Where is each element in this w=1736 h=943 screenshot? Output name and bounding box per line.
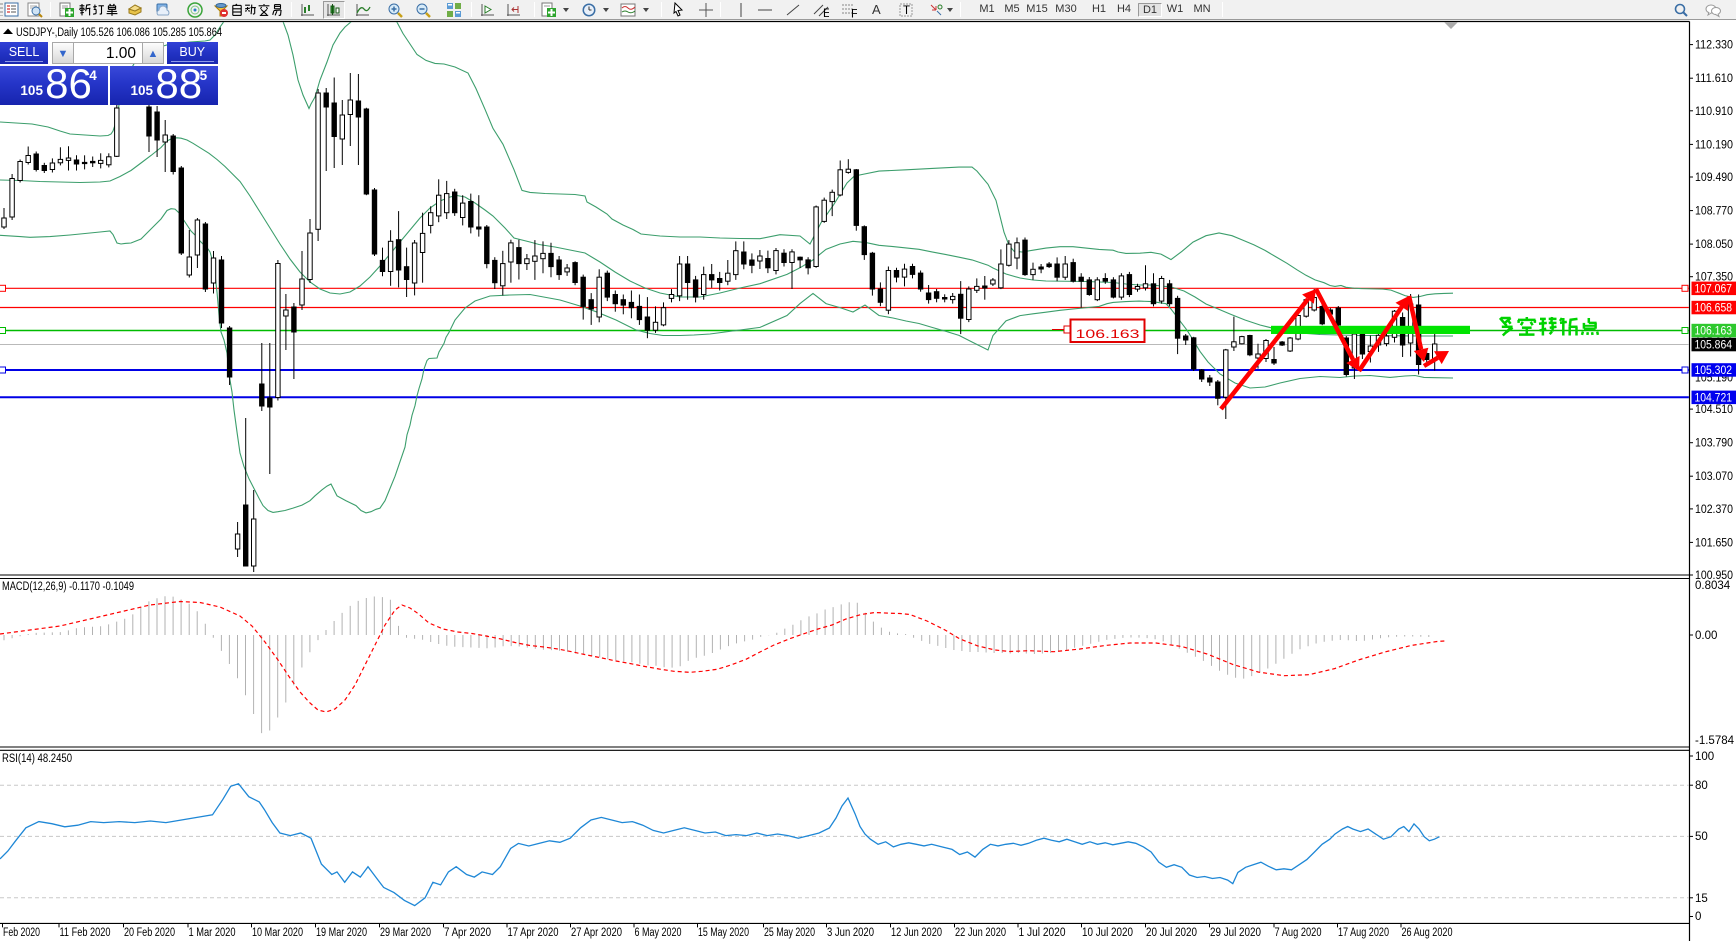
svg-text:10 Mar 2020: 10 Mar 2020 (252, 927, 303, 939)
svg-text:108.770: 108.770 (1695, 206, 1733, 218)
svg-text:USDJPY-,Daily 105.526 106.086: USDJPY-,Daily 105.526 106.086 105.285 10… (16, 27, 222, 39)
svg-text:F: F (851, 9, 857, 19)
svg-text:104.510: 104.510 (1695, 404, 1733, 416)
svg-text:6 May 2020: 6 May 2020 (635, 927, 682, 939)
svg-text:27 Apr 2020: 27 Apr 2020 (571, 927, 622, 939)
svg-text:15: 15 (1695, 893, 1708, 905)
svg-text:3 Jun 2020: 3 Jun 2020 (827, 927, 874, 939)
svg-text:110.190: 110.190 (1695, 139, 1733, 151)
svg-text:0: 0 (1695, 911, 1701, 923)
svg-text:25 May 2020: 25 May 2020 (764, 927, 815, 939)
svg-text:106.163: 106.163 (1076, 329, 1140, 341)
svg-text:111.610: 111.610 (1695, 73, 1733, 85)
svg-text:11 Feb 2020: 11 Feb 2020 (60, 927, 111, 939)
svg-text:12 Jun 2020: 12 Jun 2020 (891, 927, 942, 939)
svg-text:20 Jul 2020: 20 Jul 2020 (1146, 927, 1197, 939)
svg-text:105.864: 105.864 (1695, 340, 1733, 352)
svg-text:1 Jul 2020: 1 Jul 2020 (1019, 927, 1066, 939)
svg-text:10 Jul 2020: 10 Jul 2020 (1082, 927, 1133, 939)
svg-text:100: 100 (1695, 751, 1714, 763)
svg-text:104.721: 104.721 (1695, 393, 1733, 405)
svg-text:22 Jun 2020: 22 Jun 2020 (955, 927, 1006, 939)
svg-text:103.790: 103.790 (1695, 438, 1733, 450)
svg-text:102.370: 102.370 (1695, 504, 1733, 516)
svg-text:T: T (903, 5, 910, 17)
svg-text:105.302: 105.302 (1695, 365, 1733, 377)
svg-text:106.163: 106.163 (1695, 326, 1733, 338)
svg-text:7 Apr 2020: 7 Apr 2020 (444, 927, 491, 939)
svg-text:112.330: 112.330 (1695, 40, 1733, 52)
svg-text:80: 80 (1695, 780, 1708, 792)
svg-text:103.070: 103.070 (1695, 471, 1733, 483)
svg-text:17 Aug 2020: 17 Aug 2020 (1338, 927, 1389, 939)
svg-text:26 Aug 2020: 26 Aug 2020 (1402, 927, 1453, 939)
svg-text:106.658: 106.658 (1695, 303, 1733, 315)
svg-text:0.8034: 0.8034 (1695, 580, 1731, 592)
svg-text:17 Apr 2020: 17 Apr 2020 (508, 927, 559, 939)
svg-text:MACD(12,26,9) -0.1170 -0.1049: MACD(12,26,9) -0.1170 -0.1049 (2, 581, 134, 593)
svg-text:101.650: 101.650 (1695, 537, 1733, 549)
svg-text:108.050: 108.050 (1695, 239, 1733, 251)
svg-text:E: E (823, 8, 829, 18)
svg-text:-1.5784: -1.5784 (1695, 735, 1735, 747)
svg-text:0.00: 0.00 (1695, 630, 1717, 642)
svg-text:15 May 2020: 15 May 2020 (698, 927, 749, 939)
svg-text:1 Mar 2020: 1 Mar 2020 (189, 927, 236, 939)
svg-text:110.910: 110.910 (1695, 106, 1733, 118)
svg-text:109.490: 109.490 (1695, 172, 1733, 184)
svg-text:29 Jul 2020: 29 Jul 2020 (1210, 927, 1261, 939)
svg-text:7 Aug 2020: 7 Aug 2020 (1275, 927, 1322, 939)
svg-text:19 Mar 2020: 19 Mar 2020 (316, 927, 367, 939)
svg-text:20 Feb 2020: 20 Feb 2020 (124, 927, 175, 939)
svg-text:Feb 2020: Feb 2020 (3, 927, 40, 939)
svg-text:50: 50 (1695, 831, 1708, 843)
svg-text:107.350: 107.350 (1695, 272, 1733, 284)
svg-text:29 Mar 2020: 29 Mar 2020 (380, 927, 431, 939)
svg-text:107.067: 107.067 (1695, 284, 1733, 296)
svg-text:RSI(14) 48.2450: RSI(14) 48.2450 (2, 753, 72, 765)
svg-text:100.950: 100.950 (1695, 570, 1733, 582)
